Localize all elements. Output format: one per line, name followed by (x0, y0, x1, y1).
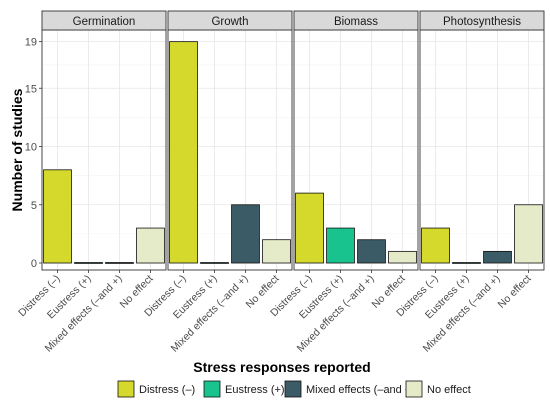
bar-biomass-1 (295, 192, 324, 264)
facet-strip (419, 10, 545, 31)
bar-biomass-2 (326, 227, 355, 264)
legend-swatch (203, 380, 221, 398)
facet-strip-label: Germination (73, 16, 136, 28)
bar-germination-3 (105, 262, 134, 264)
facet-strip-label: Biomass (334, 16, 378, 28)
legend-swatch (284, 380, 302, 398)
legend: Distress (–) Eustress (+) Mixed effects (–… (117, 380, 471, 398)
bar-photosynthesis-4 (514, 204, 543, 264)
legend-label: No effect (427, 384, 471, 396)
bar-growth-1 (169, 41, 198, 264)
y-axis-title: Number of studies (9, 88, 25, 211)
y-tick-label: 15 (25, 83, 37, 95)
y-tick-label: 19 (25, 37, 37, 49)
x-tick-label: No effect (496, 273, 534, 311)
facet-strip (41, 10, 167, 31)
bar-biomass-3 (357, 239, 386, 264)
bar-growth-3 (231, 204, 260, 264)
facet-strip-label: Photosynthesis (443, 16, 521, 28)
legend-label: Eustress (+) (225, 384, 285, 396)
facet-strip-label: Growth (211, 16, 248, 28)
bar-biomass-4 (388, 250, 417, 264)
bar-germination-1 (43, 169, 72, 264)
bar-germination-2 (74, 262, 103, 264)
legend-swatch (405, 380, 423, 398)
y-tick-label: 0 (31, 258, 37, 270)
y-tick-label: 10 (25, 142, 37, 154)
y-tick-label: 5 (31, 200, 37, 212)
bar-growth-4 (262, 239, 291, 264)
y-axis: 0 5 10 15 19 (25, 37, 42, 270)
legend-label: Mixed effects (–and +) (306, 384, 415, 396)
legend-label: Distress (–) (139, 384, 195, 396)
x-axis-title: Stress responses reported (193, 359, 370, 375)
bar-growth-2 (200, 262, 229, 264)
bar-photosynthesis-2 (452, 262, 481, 264)
facet-strip (167, 10, 293, 31)
legend-swatch (117, 380, 135, 398)
bar-photosynthesis-1 (421, 227, 450, 264)
bar-photosynthesis-3 (483, 250, 512, 264)
bar-germination-4 (136, 227, 165, 264)
facet-strip (293, 10, 419, 31)
